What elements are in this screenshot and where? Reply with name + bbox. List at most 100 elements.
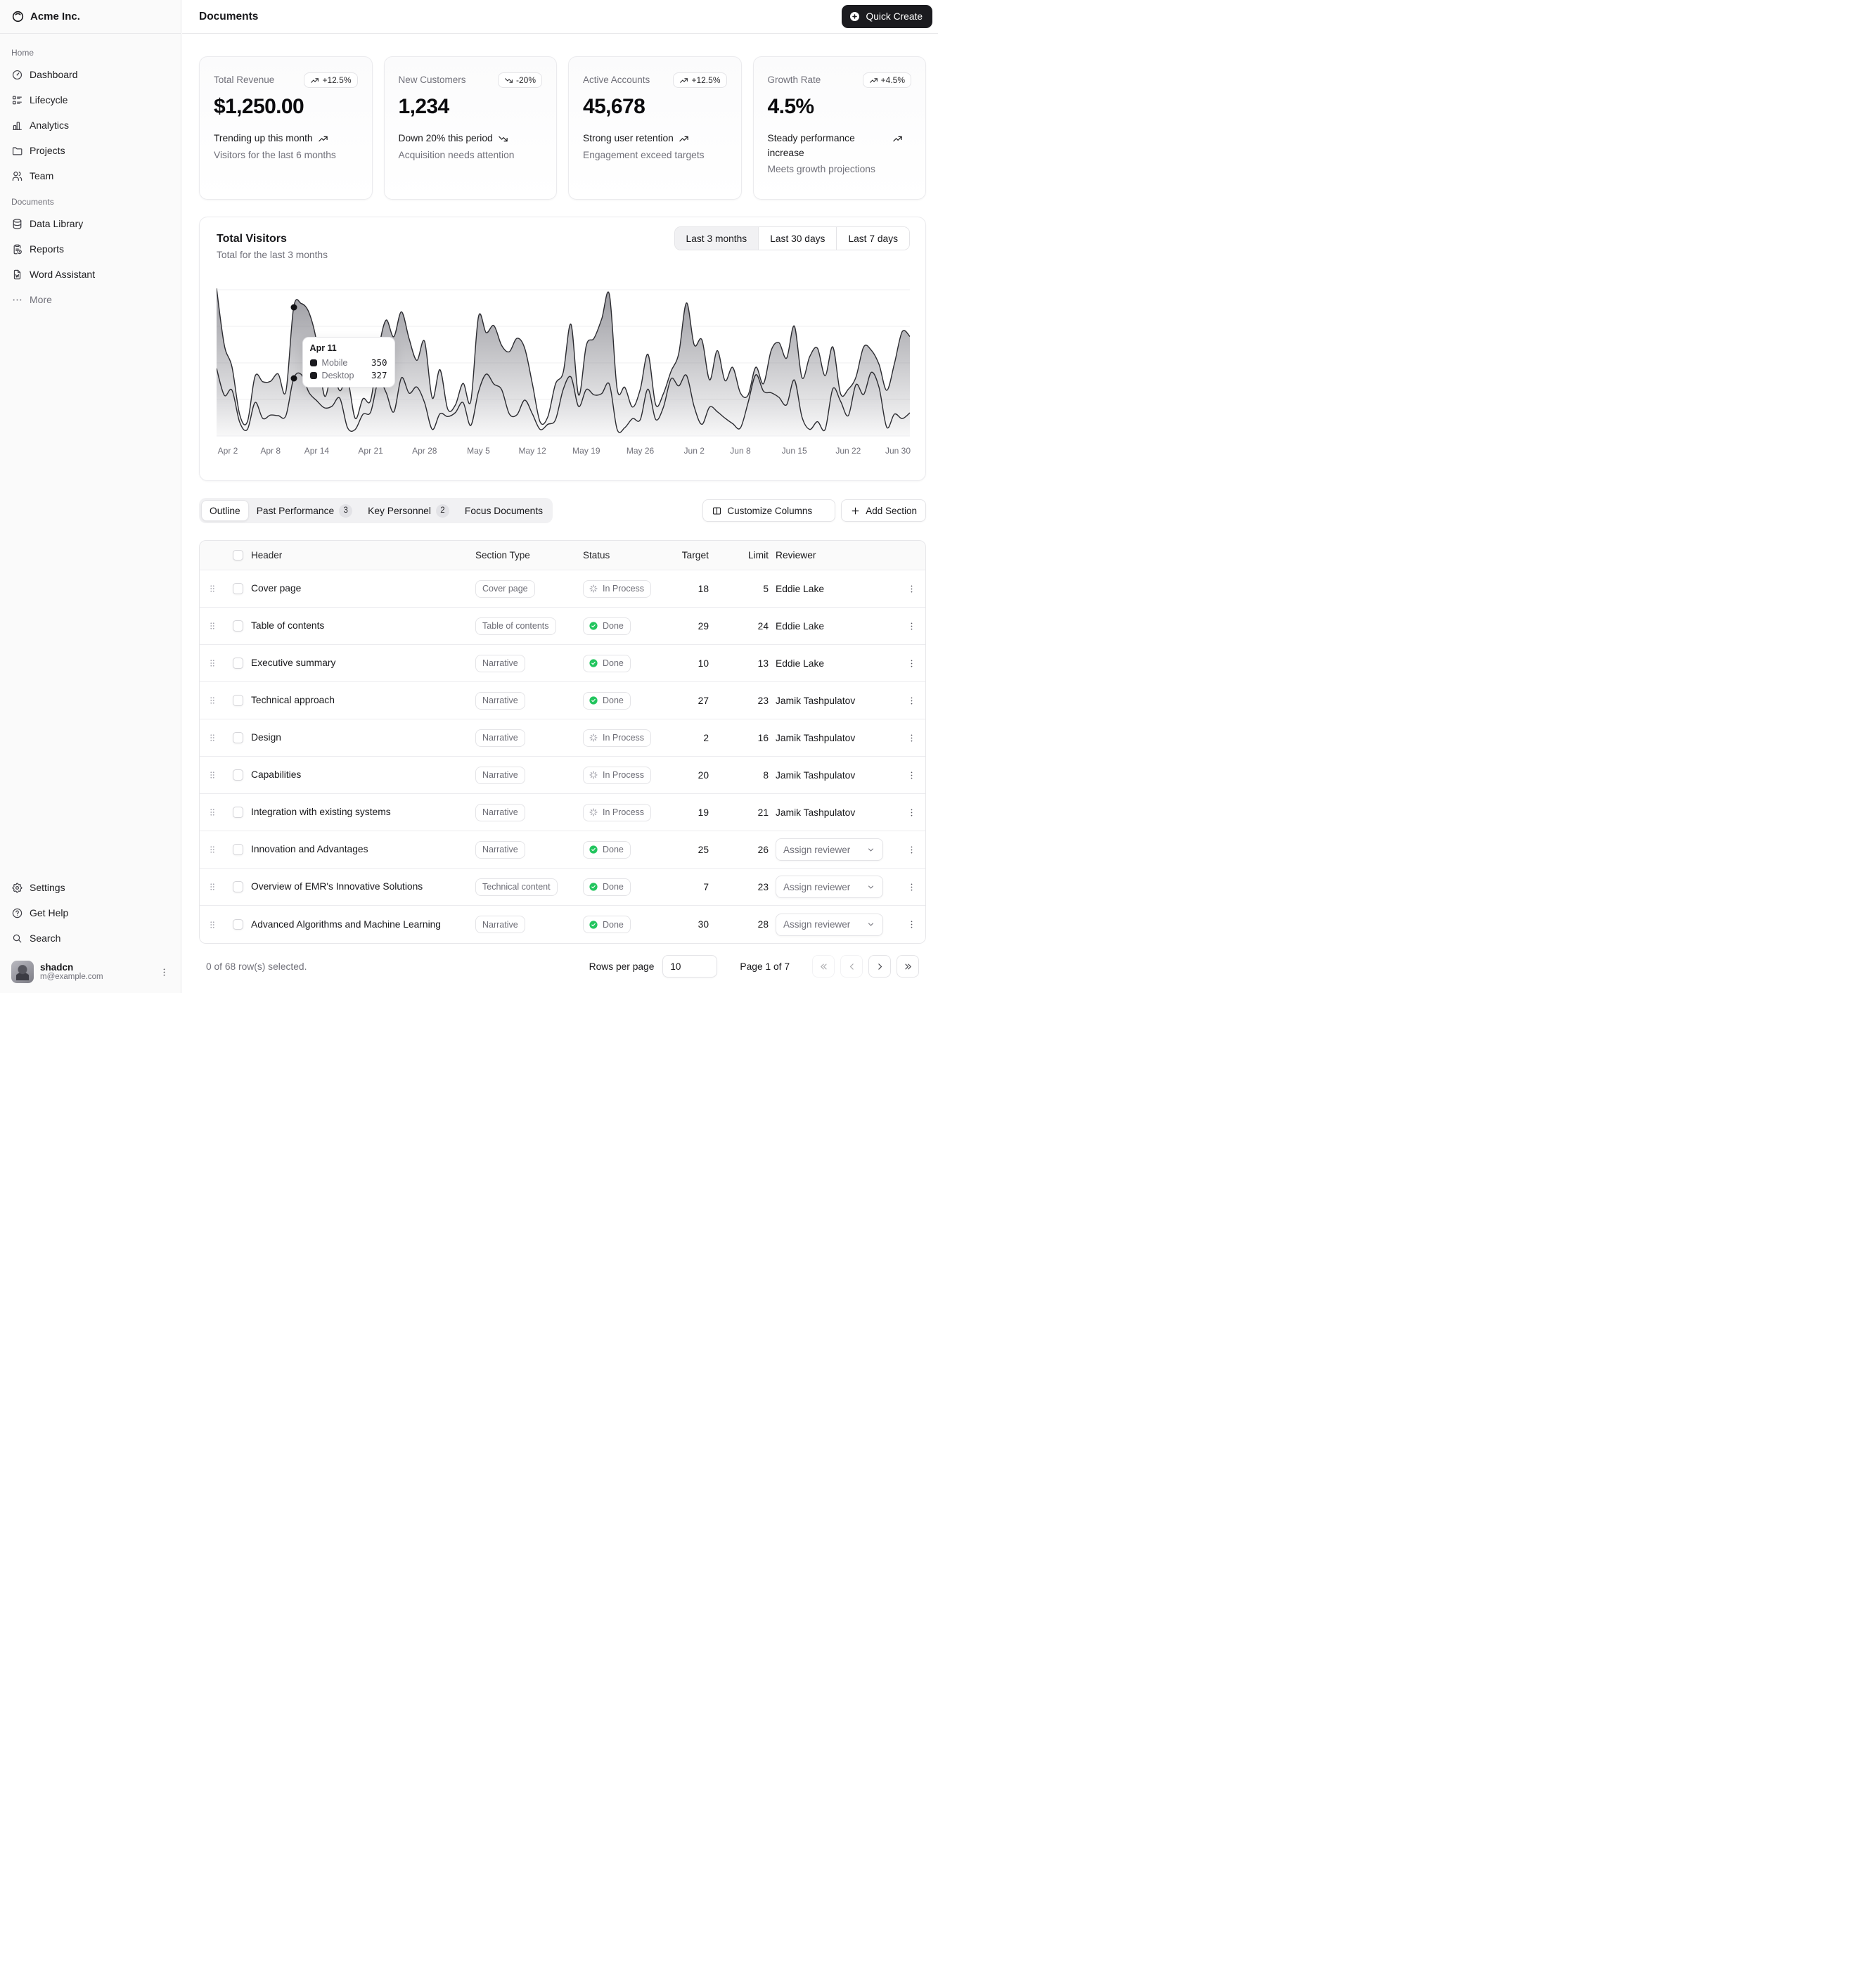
chevrons-right-page-button[interactable] xyxy=(897,955,919,978)
drag-handle[interactable] xyxy=(206,880,219,893)
row-checkbox[interactable] xyxy=(232,695,244,706)
row-checkbox[interactable] xyxy=(232,620,244,632)
gauge-icon xyxy=(11,69,23,81)
tab-key-personnel[interactable]: Key Personnel 2 xyxy=(360,500,457,521)
tab-past-performance[interactable]: Past Performance 3 xyxy=(249,500,360,521)
table-row: Design Narrative In Process 2 16 Jamik T… xyxy=(200,719,925,757)
check-circle-icon xyxy=(589,845,598,854)
row-checkbox[interactable] xyxy=(232,769,244,781)
loader-icon xyxy=(589,733,598,743)
user-menu[interactable]: shadcn m@example.com xyxy=(6,956,175,987)
brand[interactable]: Acme Inc. xyxy=(0,0,181,34)
sections-table: Header Section Type Status Target Limit … xyxy=(199,540,926,944)
trend-badge: +4.5% xyxy=(862,72,911,88)
status-badge: Done xyxy=(583,691,631,710)
stat-card: Growth Rate +4.5% 4.5% Steady performanc… xyxy=(752,56,926,200)
target-value: 29 xyxy=(698,620,709,632)
row-menu-button[interactable] xyxy=(905,731,918,745)
row-checkbox[interactable] xyxy=(232,732,244,743)
target-value: 18 xyxy=(698,583,709,594)
dots-vertical-icon xyxy=(906,845,917,855)
target-value: 25 xyxy=(698,844,709,855)
circle-plus-icon xyxy=(849,11,861,23)
sidebar-item-data-library[interactable]: Data Library xyxy=(6,212,175,235)
mobile-swatch-icon xyxy=(309,359,317,366)
chevron-left-page-button[interactable] xyxy=(840,955,863,978)
dots-vertical-icon xyxy=(906,807,917,818)
drag-handle[interactable] xyxy=(206,843,219,856)
sidebar-item-reports[interactable]: Reports xyxy=(6,238,175,260)
row-checkbox[interactable] xyxy=(232,658,244,669)
drag-handle[interactable] xyxy=(206,918,219,931)
row-menu-button[interactable] xyxy=(905,657,918,670)
sidebar-item-search[interactable]: Search xyxy=(6,927,175,949)
row-checkbox[interactable] xyxy=(232,844,244,855)
row-menu-button[interactable] xyxy=(905,694,918,707)
chevron-right-page-button[interactable] xyxy=(868,955,891,978)
grip-vertical-icon xyxy=(207,882,217,892)
sidebar-item-dashboard[interactable]: Dashboard xyxy=(6,63,175,86)
sidebar-item-settings[interactable]: Settings xyxy=(6,876,175,899)
sidebar: Acme Inc. Home Dashboard Lifecycle Analy… xyxy=(0,0,181,993)
x-tick: Jun 8 xyxy=(730,446,751,456)
x-tick: Apr 14 xyxy=(304,446,330,456)
drag-handle[interactable] xyxy=(206,694,219,707)
sidebar-item-analytics[interactable]: Analytics xyxy=(6,114,175,136)
drag-handle[interactable] xyxy=(206,657,219,670)
sidebar-item-word-assistant[interactable]: Word Assistant xyxy=(6,263,175,286)
assign-reviewer-select[interactable]: Assign reviewer xyxy=(776,876,883,898)
stat-card: Active Accounts +12.5% 45,678 Strong use… xyxy=(568,56,742,200)
range-option-last-30-days[interactable]: Last 30 days xyxy=(758,227,837,250)
range-option-last-3-months[interactable]: Last 3 months xyxy=(674,227,759,250)
row-menu-button[interactable] xyxy=(905,582,918,596)
chevron-down-icon xyxy=(866,883,875,892)
row-menu-button[interactable] xyxy=(905,806,918,819)
sidebar-item-team[interactable]: Team xyxy=(6,165,175,187)
drag-handle[interactable] xyxy=(206,731,219,744)
grip-vertical-icon xyxy=(207,920,217,930)
drag-handle[interactable] xyxy=(206,620,219,632)
drag-handle[interactable] xyxy=(206,806,219,819)
sidebar-item-get-help[interactable]: Get Help xyxy=(6,902,175,924)
row-header: Table of contents xyxy=(251,620,325,631)
sidebar-item-projects[interactable]: Projects xyxy=(6,139,175,162)
chevrons-left-page-button[interactable] xyxy=(812,955,835,978)
row-menu-button[interactable] xyxy=(905,918,918,931)
range-option-last-7-days[interactable]: Last 7 days xyxy=(836,227,909,250)
tab-outline[interactable]: Outline xyxy=(201,500,249,521)
add-section-button[interactable]: Add Section xyxy=(841,499,926,522)
row-checkbox[interactable] xyxy=(232,881,244,892)
dots-vertical-icon xyxy=(906,658,917,669)
list-details-icon xyxy=(11,94,23,106)
chevrons-right-icon xyxy=(903,961,913,972)
table-header-row: Header Section Type Status Target Limit … xyxy=(200,541,925,570)
row-checkbox[interactable] xyxy=(232,918,244,930)
limit-value: 26 xyxy=(757,844,769,855)
drag-handle[interactable] xyxy=(206,582,219,595)
drag-handle[interactable] xyxy=(206,769,219,781)
rows-per-page-select[interactable]: 10 xyxy=(662,955,718,978)
quick-create-button[interactable]: Quick Create xyxy=(842,5,932,28)
row-menu-button[interactable] xyxy=(905,769,918,782)
customize-columns-button[interactable]: Customize Columns xyxy=(702,499,836,522)
dots-vertical-icon xyxy=(906,733,917,743)
status-badge: Done xyxy=(583,916,631,933)
assign-reviewer-select[interactable]: Assign reviewer xyxy=(776,838,883,861)
assign-reviewer-select[interactable]: Assign reviewer xyxy=(776,913,883,936)
row-menu-button[interactable] xyxy=(905,880,918,894)
limit-value: 23 xyxy=(757,695,769,706)
loader-icon xyxy=(589,584,598,594)
visitors-chart-card: Total Visitors Total for the last 3 mont… xyxy=(199,217,926,481)
sidebar-item-lifecycle[interactable]: Lifecycle xyxy=(6,89,175,111)
trend-badge: +12.5% xyxy=(673,72,727,88)
stat-value: 1,234 xyxy=(398,95,450,118)
row-checkbox[interactable] xyxy=(232,807,244,818)
status-badge: In Process xyxy=(583,803,652,821)
select-all-checkbox[interactable] xyxy=(232,549,244,561)
row-menu-button[interactable] xyxy=(905,620,918,633)
row-menu-button[interactable] xyxy=(905,843,918,857)
loader-icon xyxy=(589,770,598,780)
tab-focus-documents[interactable]: Focus Documents xyxy=(464,505,544,516)
sidebar-item-more[interactable]: More xyxy=(6,288,175,311)
row-checkbox[interactable] xyxy=(232,583,244,594)
